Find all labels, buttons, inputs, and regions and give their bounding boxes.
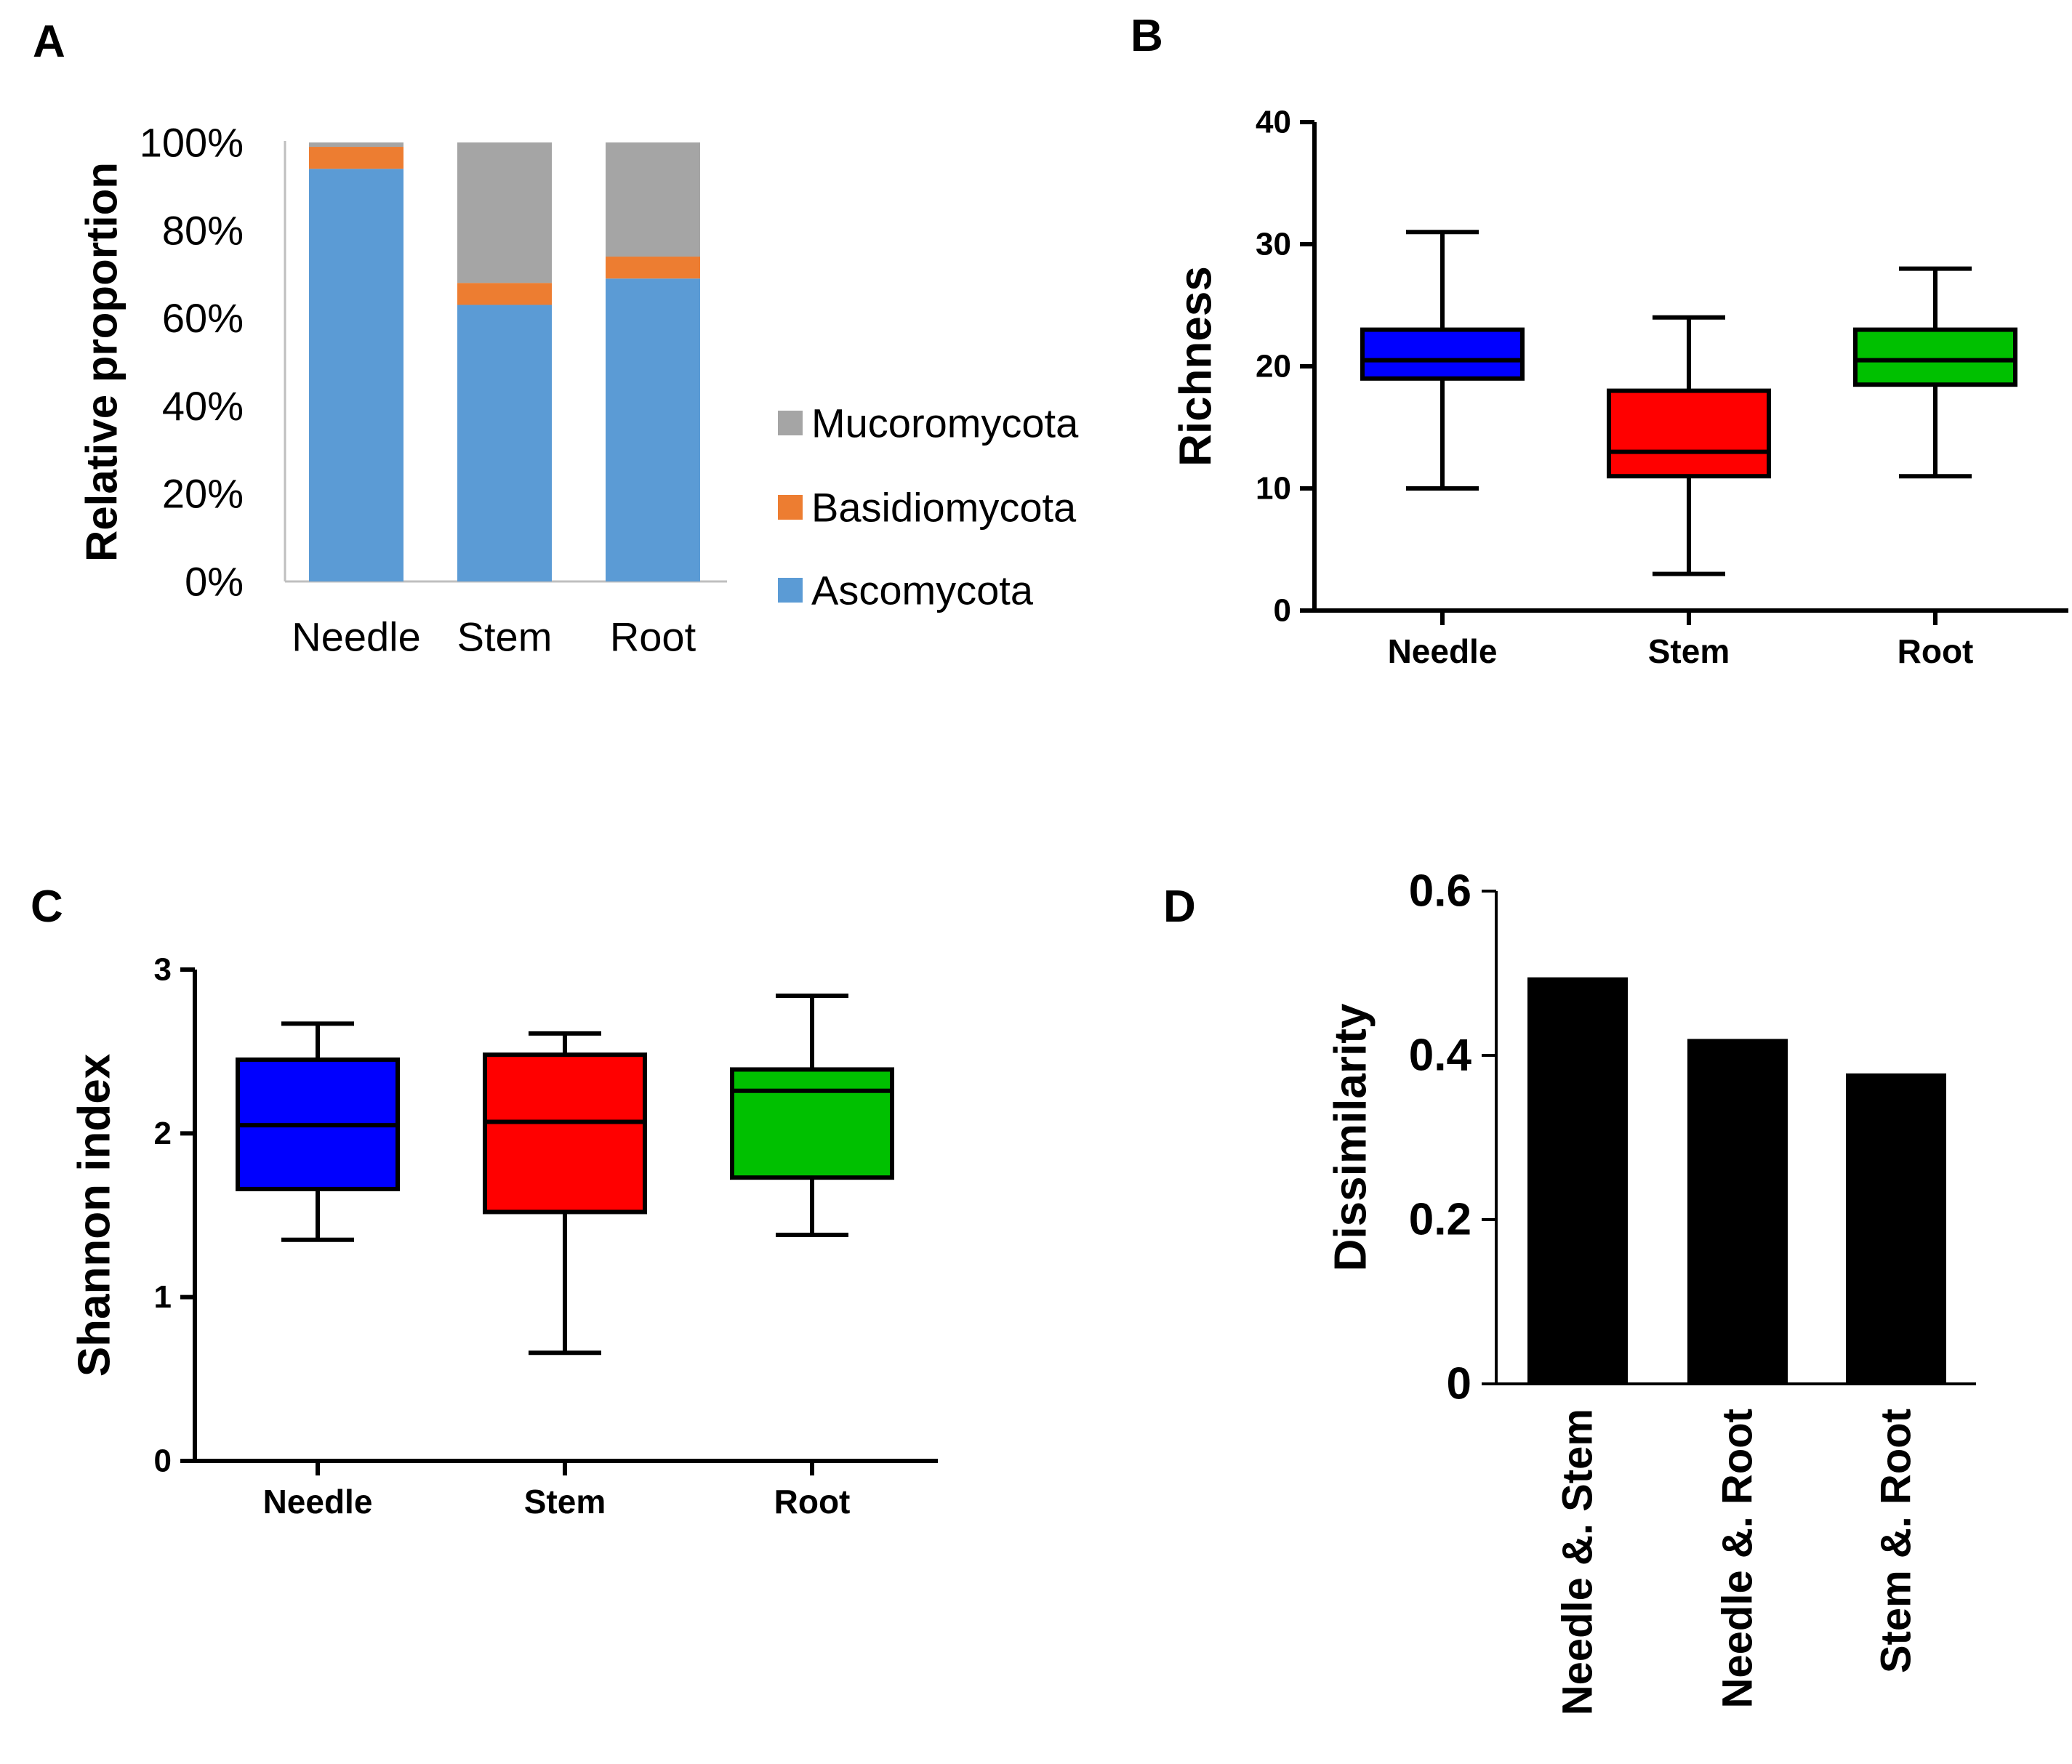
y-tick-label: 1 (154, 1279, 172, 1315)
x-tick-label: Needle (263, 1483, 373, 1521)
y-tick-label: 30 (1256, 227, 1291, 262)
box-root (730, 1067, 894, 1180)
chart-a-stacked-bar: 0% 20% 40% 60% 80% 100% Relative proportion Nee… (78, 120, 1080, 660)
y-axis-title: Dissimilarity (1326, 1003, 1376, 1271)
bar-segment-mucoromycota (309, 142, 403, 148)
bar-segment-basidiomycota (309, 147, 403, 169)
x-tick-label: Root (610, 614, 696, 660)
x-tick-label: Stem &. Root (1873, 1409, 1920, 1673)
bar-segment-mucoromycota (457, 142, 552, 283)
panel-letter-d: D (1163, 882, 1196, 932)
bar-segment-basidiomycota (606, 257, 700, 279)
box-stem (1607, 388, 1771, 479)
y-tick-label: 0.6 (1409, 866, 1471, 917)
bar-segment-ascomycota (606, 278, 700, 581)
legend-entry: Ascomycota (811, 568, 1034, 613)
panel-letter-b: B (1131, 11, 1163, 61)
x-tick-label: Stem (524, 1483, 606, 1521)
y-tick-label: 20% (162, 471, 244, 517)
y-tick-label: 0 (1447, 1359, 1471, 1409)
bar (1527, 977, 1628, 1384)
box-stem (483, 1052, 647, 1215)
y-tick-label: 3 (154, 952, 172, 988)
x-tick-label: Root (1898, 632, 1974, 670)
y-tick-label: 60% (162, 295, 244, 341)
y-axis-title: Relative proportion (78, 162, 127, 562)
x-tick-label: Needle (292, 614, 420, 660)
legend-entry: Basidiomycota (811, 485, 1077, 531)
y-tick-label: 100% (140, 120, 244, 166)
y-tick-label: 80% (162, 207, 244, 253)
bar-segment-mucoromycota (606, 142, 700, 257)
legend-entry: Mucoromycota (811, 400, 1079, 446)
x-tick-label: Needle &. Stem (1554, 1409, 1602, 1715)
y-axis-title: Richness (1171, 266, 1221, 467)
y-tick-label: 0.4 (1409, 1031, 1472, 1081)
y-tick-label: 10 (1256, 471, 1291, 507)
y-tick-label: 40% (162, 383, 244, 429)
legend-swatch (778, 578, 803, 603)
x-tick-label: Needle (1388, 632, 1498, 670)
chart-d-dissimilarity-bar: 0 0.2 0.4 0.6 Dissimilarity Needle &. Stem Nee… (1326, 866, 1976, 1715)
chart-b-richness-box: 0 10 20 30 40 Richness Needle Stem Root (1171, 105, 2068, 670)
y-tick-label: 0 (154, 1443, 172, 1479)
legend-swatch (778, 495, 803, 520)
y-tick-label: 20 (1256, 349, 1291, 384)
y-tick-label: 0.2 (1409, 1195, 1471, 1245)
bar-segment-ascomycota (309, 169, 403, 582)
y-tick-label: 2 (154, 1116, 172, 1151)
x-tick-label: Root (774, 1483, 851, 1521)
box-needle (1360, 327, 1525, 381)
bar-segment-basidiomycota (457, 283, 552, 305)
panel-letter-a: A (33, 17, 65, 67)
y-tick-label: 40 (1256, 105, 1291, 140)
x-tick-label: Stem (1648, 632, 1730, 670)
box-root (1853, 327, 2017, 387)
y-tick-label: 0% (185, 559, 244, 605)
x-tick-label: Needle &. Root (1714, 1409, 1762, 1709)
panel-letter-c: C (31, 882, 63, 932)
x-tick-label: Stem (457, 614, 553, 660)
bar-segment-ascomycota (457, 305, 552, 581)
y-axis-title: Shannon index (70, 1053, 120, 1377)
bar (1687, 1039, 1788, 1384)
legend-swatch (778, 411, 803, 435)
bar (1846, 1073, 1946, 1384)
chart-c-shannon-box: 0 1 2 3 Shannon index Needle Stem Root (70, 952, 938, 1521)
y-tick-label: 0 (1274, 593, 1291, 629)
